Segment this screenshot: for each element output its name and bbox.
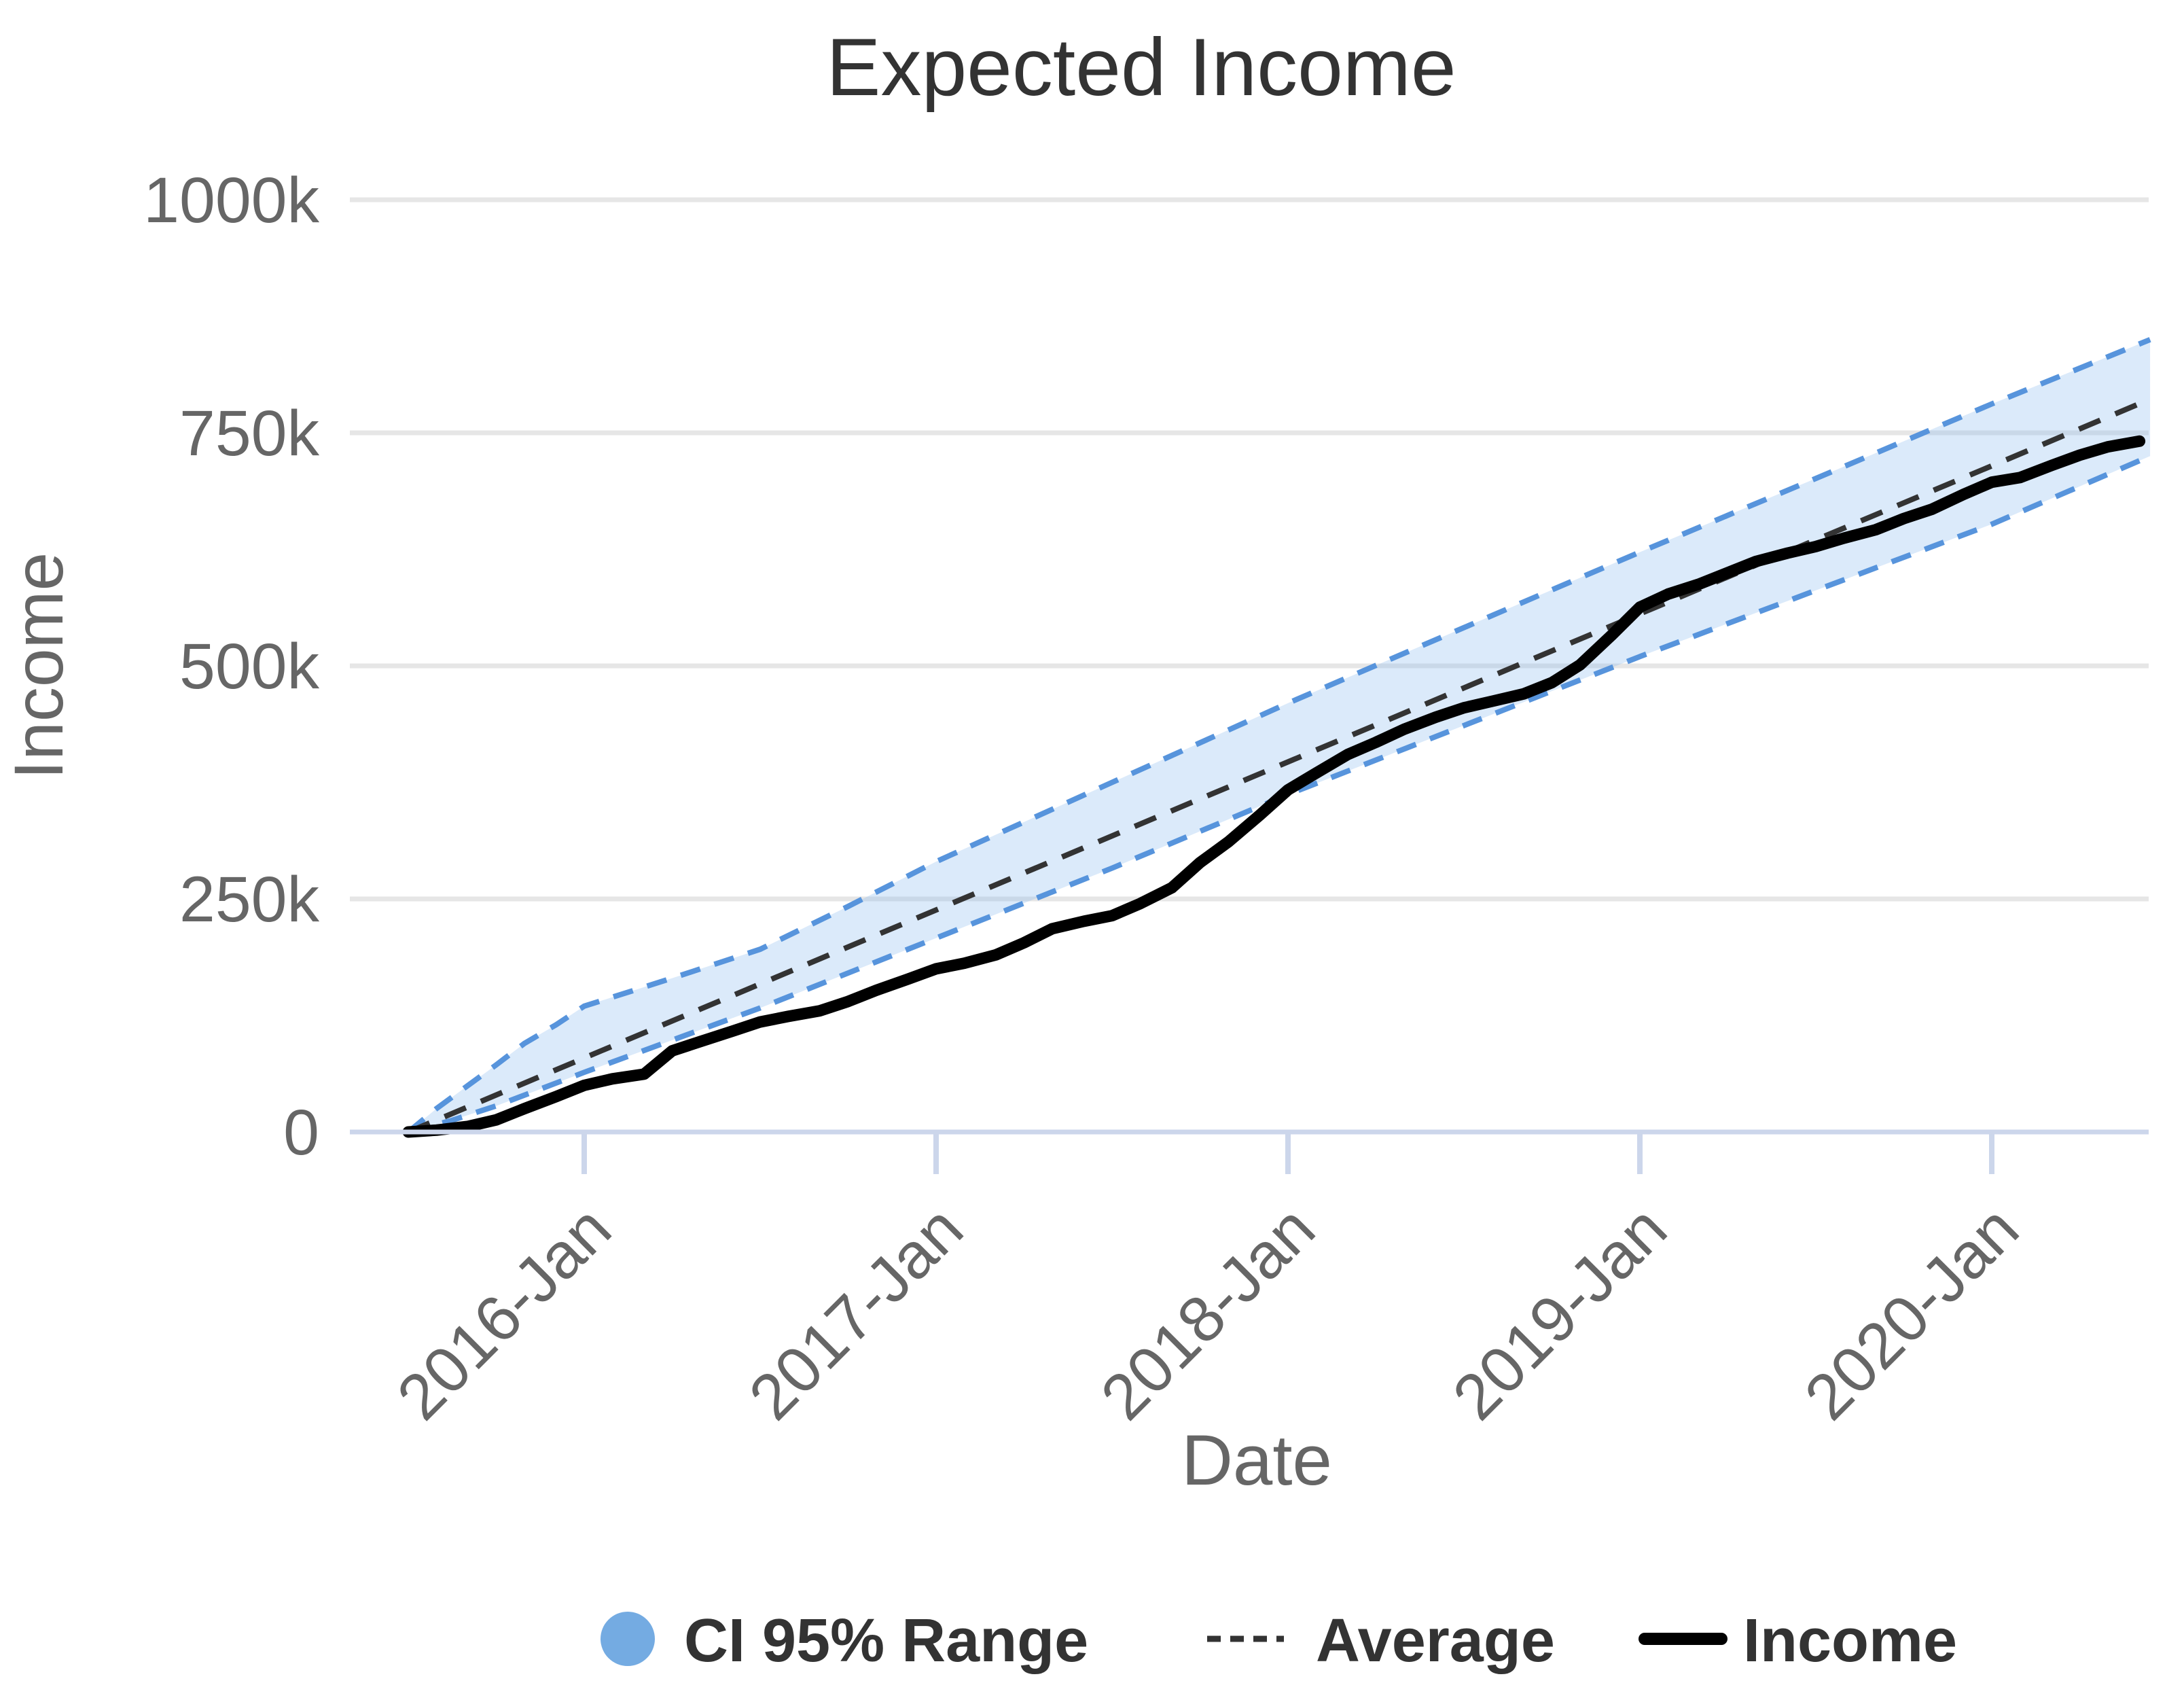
- y-tick-label: 0: [283, 1097, 319, 1169]
- x-tick-label: 2020-Jan: [1791, 1192, 2033, 1434]
- legend: CI 95% Range Average Income: [601, 1607, 1957, 1675]
- x-axis-tick-labels: 2016-Jan 2017-Jan 2018-Jan 2019-Jan 2020-Jan: [384, 1192, 2033, 1434]
- y-tick-label: 750k: [179, 397, 320, 470]
- ci-band-lower-edge: [407, 453, 2151, 1135]
- y-axis-title: Income: [0, 552, 77, 780]
- x-tick-label: 2019-Jan: [1439, 1192, 1681, 1434]
- y-tick-label: 1000k: [143, 164, 319, 236]
- y-tick-label: 250k: [179, 864, 320, 936]
- legend-item-income[interactable]: Income: [1639, 1607, 1957, 1675]
- ci-range-circle-icon: [601, 1612, 655, 1666]
- x-axis-title: Date: [1181, 1421, 1332, 1500]
- y-axis-tick-labels: 0 250k 500k 750k 1000k: [143, 164, 319, 1169]
- gridlines: [350, 197, 2149, 902]
- legend-item-ci-range[interactable]: CI 95% Range: [601, 1607, 1088, 1675]
- legend-label-ci-range: CI 95% Range: [684, 1607, 1088, 1675]
- series-layer: [402, 337, 2151, 1138]
- x-tick-label: 2016-Jan: [384, 1192, 625, 1434]
- legend-label-income: Income: [1743, 1607, 1957, 1675]
- legend-label-average: Average: [1316, 1607, 1555, 1675]
- chart-title: Expected Income: [826, 22, 1456, 113]
- ci-band-area: [408, 339, 2151, 1132]
- x-tick-label: 2018-Jan: [1088, 1192, 1329, 1434]
- x-axis: [350, 1129, 2149, 1174]
- income-line: [402, 435, 2146, 1138]
- y-tick-label: 500k: [179, 631, 320, 703]
- legend-item-average[interactable]: Average: [1207, 1607, 1555, 1675]
- x-tick-label: 2017-Jan: [736, 1192, 977, 1434]
